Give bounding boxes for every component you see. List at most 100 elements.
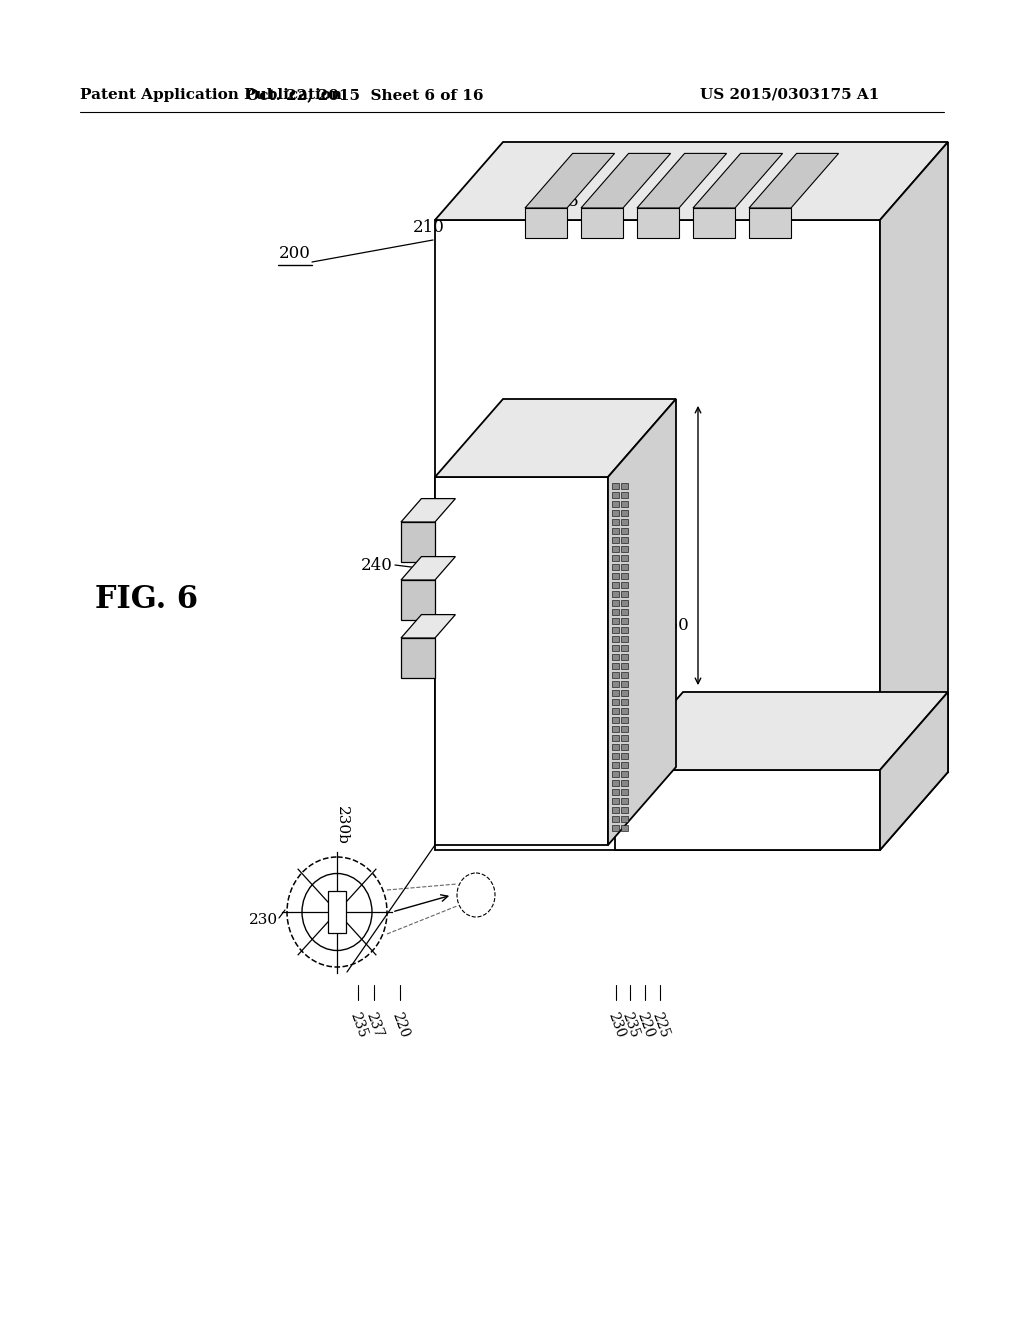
Polygon shape bbox=[612, 645, 618, 651]
Text: 235: 235 bbox=[347, 1010, 369, 1039]
Polygon shape bbox=[621, 483, 628, 488]
Polygon shape bbox=[621, 573, 628, 579]
Polygon shape bbox=[621, 735, 628, 741]
Polygon shape bbox=[612, 672, 618, 678]
Text: 220: 220 bbox=[389, 1010, 411, 1039]
Text: Patent Application Publication: Patent Application Publication bbox=[80, 88, 342, 102]
Polygon shape bbox=[612, 726, 618, 733]
Polygon shape bbox=[637, 153, 727, 209]
Polygon shape bbox=[621, 825, 628, 832]
Polygon shape bbox=[621, 636, 628, 642]
Polygon shape bbox=[612, 502, 618, 507]
Polygon shape bbox=[621, 653, 628, 660]
Polygon shape bbox=[612, 564, 618, 570]
Polygon shape bbox=[621, 789, 628, 795]
Polygon shape bbox=[621, 564, 628, 570]
Polygon shape bbox=[621, 700, 628, 705]
Polygon shape bbox=[621, 645, 628, 651]
Polygon shape bbox=[621, 780, 628, 785]
Polygon shape bbox=[612, 591, 618, 597]
Polygon shape bbox=[621, 816, 628, 822]
Text: 230: 230 bbox=[249, 913, 278, 927]
Polygon shape bbox=[612, 744, 618, 750]
Polygon shape bbox=[612, 528, 618, 535]
Polygon shape bbox=[612, 780, 618, 785]
Polygon shape bbox=[621, 601, 628, 606]
Polygon shape bbox=[621, 726, 628, 733]
Polygon shape bbox=[435, 220, 880, 850]
Text: Oct. 22, 2015  Sheet 6 of 16: Oct. 22, 2015 Sheet 6 of 16 bbox=[246, 88, 483, 102]
Polygon shape bbox=[612, 609, 618, 615]
Polygon shape bbox=[612, 700, 618, 705]
Polygon shape bbox=[693, 209, 735, 238]
Polygon shape bbox=[749, 209, 791, 238]
Text: 235: 235 bbox=[618, 1010, 641, 1039]
Polygon shape bbox=[612, 799, 618, 804]
Polygon shape bbox=[612, 546, 618, 552]
Polygon shape bbox=[401, 579, 435, 620]
Polygon shape bbox=[608, 399, 676, 845]
Polygon shape bbox=[621, 609, 628, 615]
Polygon shape bbox=[435, 143, 948, 220]
Polygon shape bbox=[612, 717, 618, 723]
Polygon shape bbox=[621, 618, 628, 624]
Polygon shape bbox=[621, 591, 628, 597]
Polygon shape bbox=[612, 636, 618, 642]
Polygon shape bbox=[612, 816, 618, 822]
Polygon shape bbox=[612, 690, 618, 696]
Text: 225: 225 bbox=[649, 1010, 671, 1039]
Polygon shape bbox=[581, 209, 623, 238]
Polygon shape bbox=[612, 601, 618, 606]
Polygon shape bbox=[612, 554, 618, 561]
Polygon shape bbox=[621, 510, 628, 516]
Polygon shape bbox=[621, 681, 628, 686]
Polygon shape bbox=[612, 762, 618, 768]
Polygon shape bbox=[621, 537, 628, 543]
Polygon shape bbox=[612, 789, 618, 795]
Polygon shape bbox=[621, 762, 628, 768]
Polygon shape bbox=[621, 519, 628, 525]
Polygon shape bbox=[621, 627, 628, 634]
Polygon shape bbox=[621, 546, 628, 552]
Polygon shape bbox=[621, 807, 628, 813]
Polygon shape bbox=[621, 554, 628, 561]
Text: 200: 200 bbox=[280, 246, 311, 261]
Polygon shape bbox=[621, 744, 628, 750]
Polygon shape bbox=[612, 663, 618, 669]
Polygon shape bbox=[621, 717, 628, 723]
Polygon shape bbox=[693, 153, 782, 209]
Polygon shape bbox=[621, 663, 628, 669]
Polygon shape bbox=[612, 681, 618, 686]
Polygon shape bbox=[880, 143, 948, 850]
Polygon shape bbox=[612, 735, 618, 741]
Polygon shape bbox=[435, 399, 676, 477]
Polygon shape bbox=[637, 209, 679, 238]
Polygon shape bbox=[612, 708, 618, 714]
Polygon shape bbox=[612, 807, 618, 813]
Polygon shape bbox=[612, 492, 618, 498]
Polygon shape bbox=[621, 672, 628, 678]
Polygon shape bbox=[621, 502, 628, 507]
Ellipse shape bbox=[302, 874, 372, 950]
Text: US 2015/0303175 A1: US 2015/0303175 A1 bbox=[700, 88, 880, 102]
Polygon shape bbox=[401, 615, 456, 638]
Polygon shape bbox=[612, 519, 618, 525]
Polygon shape bbox=[621, 492, 628, 498]
Polygon shape bbox=[612, 483, 618, 488]
Polygon shape bbox=[621, 799, 628, 804]
Polygon shape bbox=[401, 499, 456, 521]
Polygon shape bbox=[401, 638, 435, 678]
Polygon shape bbox=[621, 528, 628, 535]
Polygon shape bbox=[401, 557, 456, 579]
Text: 240: 240 bbox=[361, 557, 393, 573]
Polygon shape bbox=[621, 708, 628, 714]
Text: 237: 237 bbox=[362, 1010, 385, 1040]
Text: 210: 210 bbox=[413, 219, 444, 236]
Polygon shape bbox=[401, 521, 435, 562]
Polygon shape bbox=[615, 692, 948, 770]
Polygon shape bbox=[612, 627, 618, 634]
Polygon shape bbox=[612, 582, 618, 587]
Polygon shape bbox=[612, 771, 618, 777]
Text: 220: 220 bbox=[634, 1010, 656, 1039]
Text: 250: 250 bbox=[658, 616, 690, 634]
